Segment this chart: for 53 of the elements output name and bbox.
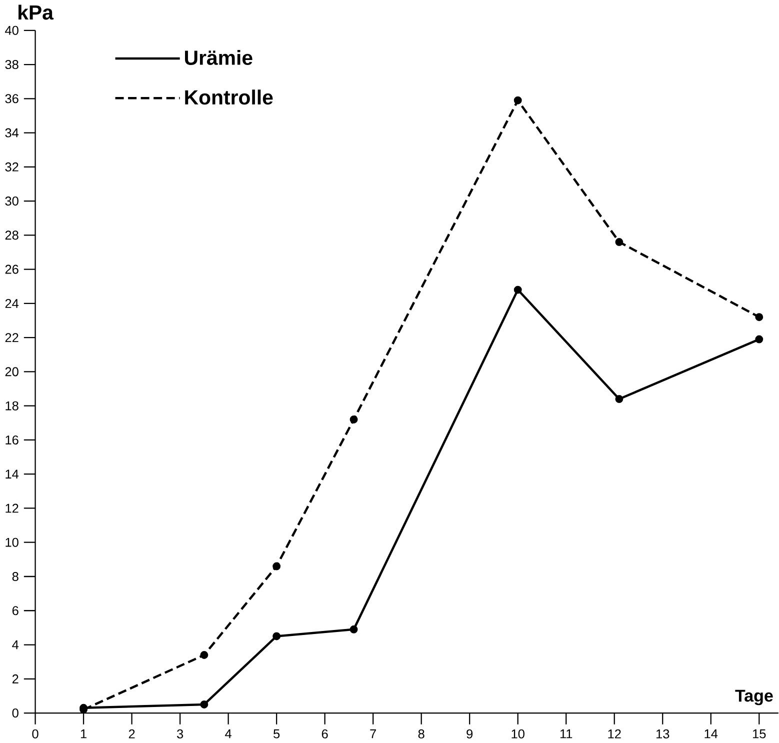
x-tick-label: 0 bbox=[32, 729, 38, 738]
point bbox=[350, 415, 358, 424]
y-tick-label: 40 bbox=[5, 26, 18, 35]
point bbox=[350, 625, 358, 634]
y-tick-label: 28 bbox=[5, 230, 18, 240]
y-tick-label: 34 bbox=[5, 128, 19, 138]
y-tick-label: 36 bbox=[5, 94, 18, 104]
x-tick-label: 6 bbox=[322, 729, 328, 738]
y-tick-label: 20 bbox=[5, 367, 18, 376]
x-tick-label: 10 bbox=[512, 729, 524, 738]
point bbox=[755, 313, 764, 322]
x-tick-label: 11 bbox=[560, 729, 572, 738]
y-tick-label: 26 bbox=[5, 264, 18, 274]
point bbox=[272, 632, 281, 640]
point bbox=[615, 238, 624, 246]
y-tick-label: 4 bbox=[12, 640, 19, 650]
x-tick-label: 12 bbox=[608, 729, 621, 738]
x-tick-label: 8 bbox=[418, 729, 424, 738]
y-tick-label: 24 bbox=[5, 298, 19, 308]
point bbox=[272, 562, 281, 570]
point bbox=[755, 335, 764, 344]
point bbox=[514, 96, 522, 104]
y-tick-label: 6 bbox=[12, 606, 18, 616]
x-tick-label: 5 bbox=[274, 729, 280, 738]
point bbox=[200, 650, 208, 659]
y-tick-label: 22 bbox=[5, 333, 18, 342]
y-tick-label: 12 bbox=[6, 504, 18, 513]
y-tick-label: 32 bbox=[5, 162, 18, 172]
x-tick-label: 3 bbox=[176, 729, 184, 738]
y-tick-label: 38 bbox=[5, 60, 18, 69]
legend-label: Urämie bbox=[185, 50, 252, 65]
x-tick-label: 9 bbox=[466, 729, 473, 738]
x-tick-label: 2 bbox=[128, 729, 135, 738]
x-tick-label: 4 bbox=[225, 729, 232, 738]
x-axis-title: Tage bbox=[735, 690, 773, 706]
y-tick-label: 18 bbox=[6, 401, 18, 410]
y-tick-label: 2 bbox=[12, 674, 18, 684]
y-axis-title: kPa bbox=[18, 4, 54, 20]
y-tick-label: 16 bbox=[6, 435, 18, 444]
point bbox=[615, 394, 624, 403]
y-tick-label: 30 bbox=[5, 196, 18, 206]
x-tick-label: 1 bbox=[80, 729, 86, 738]
x-tick-label: 15 bbox=[753, 729, 766, 738]
x-tick-label: 14 bbox=[704, 729, 718, 738]
point bbox=[514, 286, 522, 294]
y-tick-label: 14 bbox=[6, 470, 19, 478]
point bbox=[200, 700, 208, 708]
x-tick-label: 13 bbox=[656, 729, 670, 738]
y-tick-label: 10 bbox=[6, 538, 18, 547]
y-tick-label: 0 bbox=[12, 708, 18, 718]
x-tick-label: 7 bbox=[370, 729, 376, 738]
y-tick-label: 8 bbox=[12, 572, 18, 581]
legend-label: Kontrolle bbox=[185, 90, 273, 105]
